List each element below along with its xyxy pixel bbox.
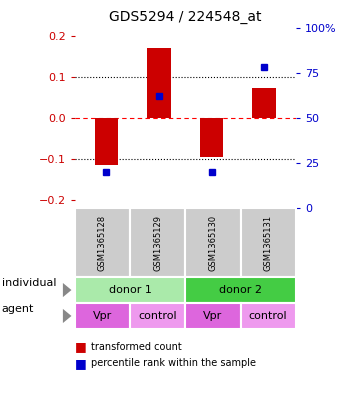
Title: GDS5294 / 224548_at: GDS5294 / 224548_at	[109, 10, 261, 24]
Text: ■: ■	[75, 356, 87, 370]
Bar	[200, 118, 223, 157]
Text: donor 2: donor 2	[219, 285, 262, 295]
Text: GSM1365128: GSM1365128	[98, 215, 107, 271]
Text: GSM1365129: GSM1365129	[153, 215, 162, 271]
Text: control: control	[138, 311, 177, 321]
Text: GSM1365131: GSM1365131	[264, 215, 273, 271]
Text: agent: agent	[2, 304, 34, 314]
Text: Vpr: Vpr	[203, 311, 223, 321]
Text: GSM1365130: GSM1365130	[208, 215, 217, 271]
Text: ■: ■	[75, 340, 87, 353]
Text: percentile rank within the sample: percentile rank within the sample	[91, 358, 256, 368]
Text: Vpr: Vpr	[93, 311, 112, 321]
Bar	[147, 48, 171, 118]
Bar	[95, 118, 118, 165]
Text: transformed count: transformed count	[91, 342, 182, 352]
Bar	[252, 88, 276, 118]
Text: individual: individual	[2, 278, 56, 288]
Text: donor 1: donor 1	[108, 285, 152, 295]
Text: control: control	[249, 311, 288, 321]
